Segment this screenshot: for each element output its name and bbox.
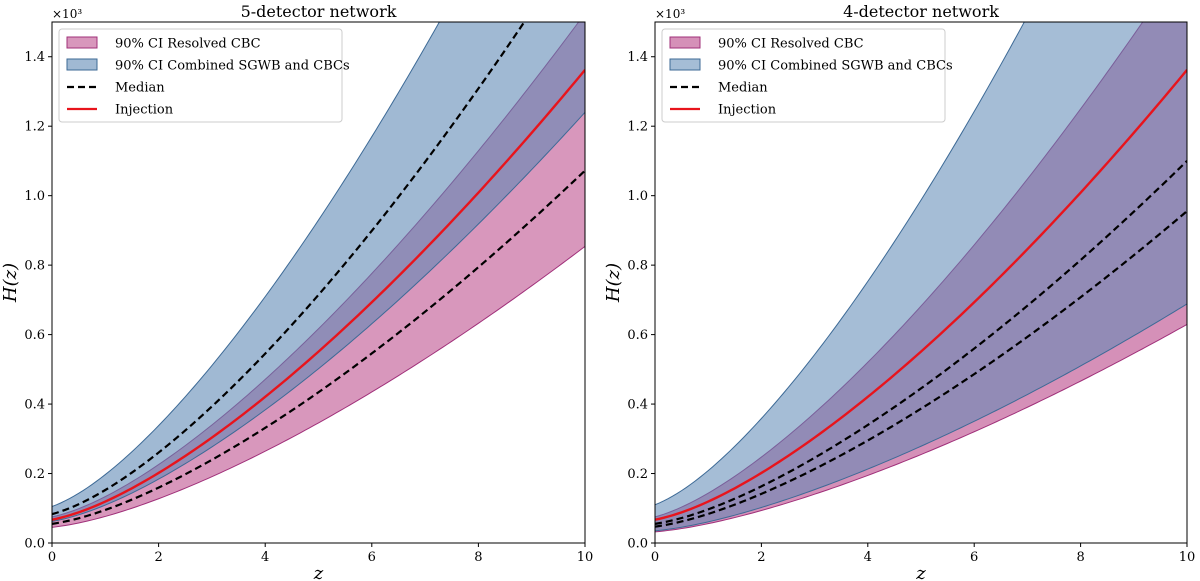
x-tick-label: 6 <box>368 550 376 565</box>
x-tick-label: 4 <box>261 550 269 565</box>
legend-label: 90% CI Combined SGWB and CBCs <box>115 59 350 74</box>
band-combined-sgwb-cbcs <box>655 22 1187 532</box>
axes-frame <box>51 21 586 544</box>
y-tick-label: 1.4 <box>24 50 45 65</box>
chart-panel-1: 0 2 4 6 8 10 0.0 0.2 0.4 0.6 0.8 1.0 1.2 1.4 ×10³ 5-det… <box>0 2 594 581</box>
y-multiplier: ×10³ <box>655 7 685 21</box>
chart-title: 5-detector network <box>241 2 397 21</box>
y-multiplier: ×10³ <box>52 7 82 21</box>
median-line <box>655 210 1187 528</box>
y-tick-label: 0.0 <box>627 537 648 552</box>
legend: 90% CI Resolved CBC 90% CI Combined SGWB … <box>58 28 350 123</box>
legend-swatch-resolved <box>66 36 98 49</box>
legend-swatch-combined <box>669 58 701 71</box>
y-tick-label: 1.0 <box>627 189 648 204</box>
chart-title: 4-detector network <box>843 2 999 21</box>
injection-line <box>655 69 1187 521</box>
legend-swatch-combined <box>66 58 98 71</box>
legend-label: Injection <box>718 103 777 118</box>
legend-label: 90% CI Combined SGWB and CBCs <box>718 59 953 74</box>
x-axis-label: z <box>915 563 926 581</box>
x-axis-label: z <box>313 563 324 581</box>
y-tick-label: 0.8 <box>627 259 648 274</box>
x-tick-label: 10 <box>1179 550 1196 565</box>
median-line <box>52 22 526 516</box>
x-tick-label: 8 <box>1076 550 1084 565</box>
y-axis-label: H(z) <box>603 263 624 303</box>
plot-area <box>655 22 1187 533</box>
legend-label: Median <box>115 81 165 96</box>
x-tick-label: 0 <box>48 550 56 565</box>
y-tick-label: 1.4 <box>627 50 648 65</box>
y-tick-label: 1.2 <box>24 120 45 135</box>
median-line <box>655 160 1187 525</box>
x-tick-label: 2 <box>757 550 765 565</box>
y-tick-label: 0.6 <box>24 328 45 343</box>
median-line <box>52 169 585 525</box>
legend-label: 90% CI Resolved CBC <box>718 37 864 52</box>
y-tick-label: 0.4 <box>24 398 45 413</box>
y-axis-label: H(z) <box>0 263 21 303</box>
axes-frame <box>654 21 1188 544</box>
x-tick-label: 0 <box>651 550 659 565</box>
chart-panel-2: 0 2 4 6 8 10 0.0 0.2 0.4 0.6 0.8 1.0 1.2 1.4 ×10³ 4-det… <box>603 2 1196 581</box>
legend-swatch-resolved <box>669 36 701 49</box>
band-combined-sgwb-cbcs <box>52 22 585 522</box>
legend: 90% CI Resolved CBC 90% CI Combined SGWB … <box>661 28 953 123</box>
legend-label: 90% CI Resolved CBC <box>115 37 261 52</box>
legend-label: Injection <box>115 103 174 118</box>
x-tick-label: 8 <box>474 550 482 565</box>
legend-box <box>661 28 946 123</box>
y-tick-label: 0.6 <box>627 328 648 343</box>
plot-area <box>52 22 585 528</box>
x-tick-label: 10 <box>577 550 594 565</box>
y-tick-label: 0.2 <box>627 467 648 482</box>
y-tick-label: 1.0 <box>24 189 45 204</box>
legend-label: Median <box>718 81 768 96</box>
injection-line <box>52 69 585 521</box>
y-tick-label: 0.2 <box>24 467 45 482</box>
x-tick-label: 4 <box>864 550 872 565</box>
legend-box <box>58 28 343 123</box>
y-tick-label: 0.8 <box>24 259 45 274</box>
x-tick-label: 6 <box>970 550 978 565</box>
y-tick-label: 0.0 <box>24 537 45 552</box>
y-tick-label: 0.4 <box>627 398 648 413</box>
x-tick-label: 2 <box>154 550 162 565</box>
y-tick-label: 1.2 <box>627 120 648 135</box>
